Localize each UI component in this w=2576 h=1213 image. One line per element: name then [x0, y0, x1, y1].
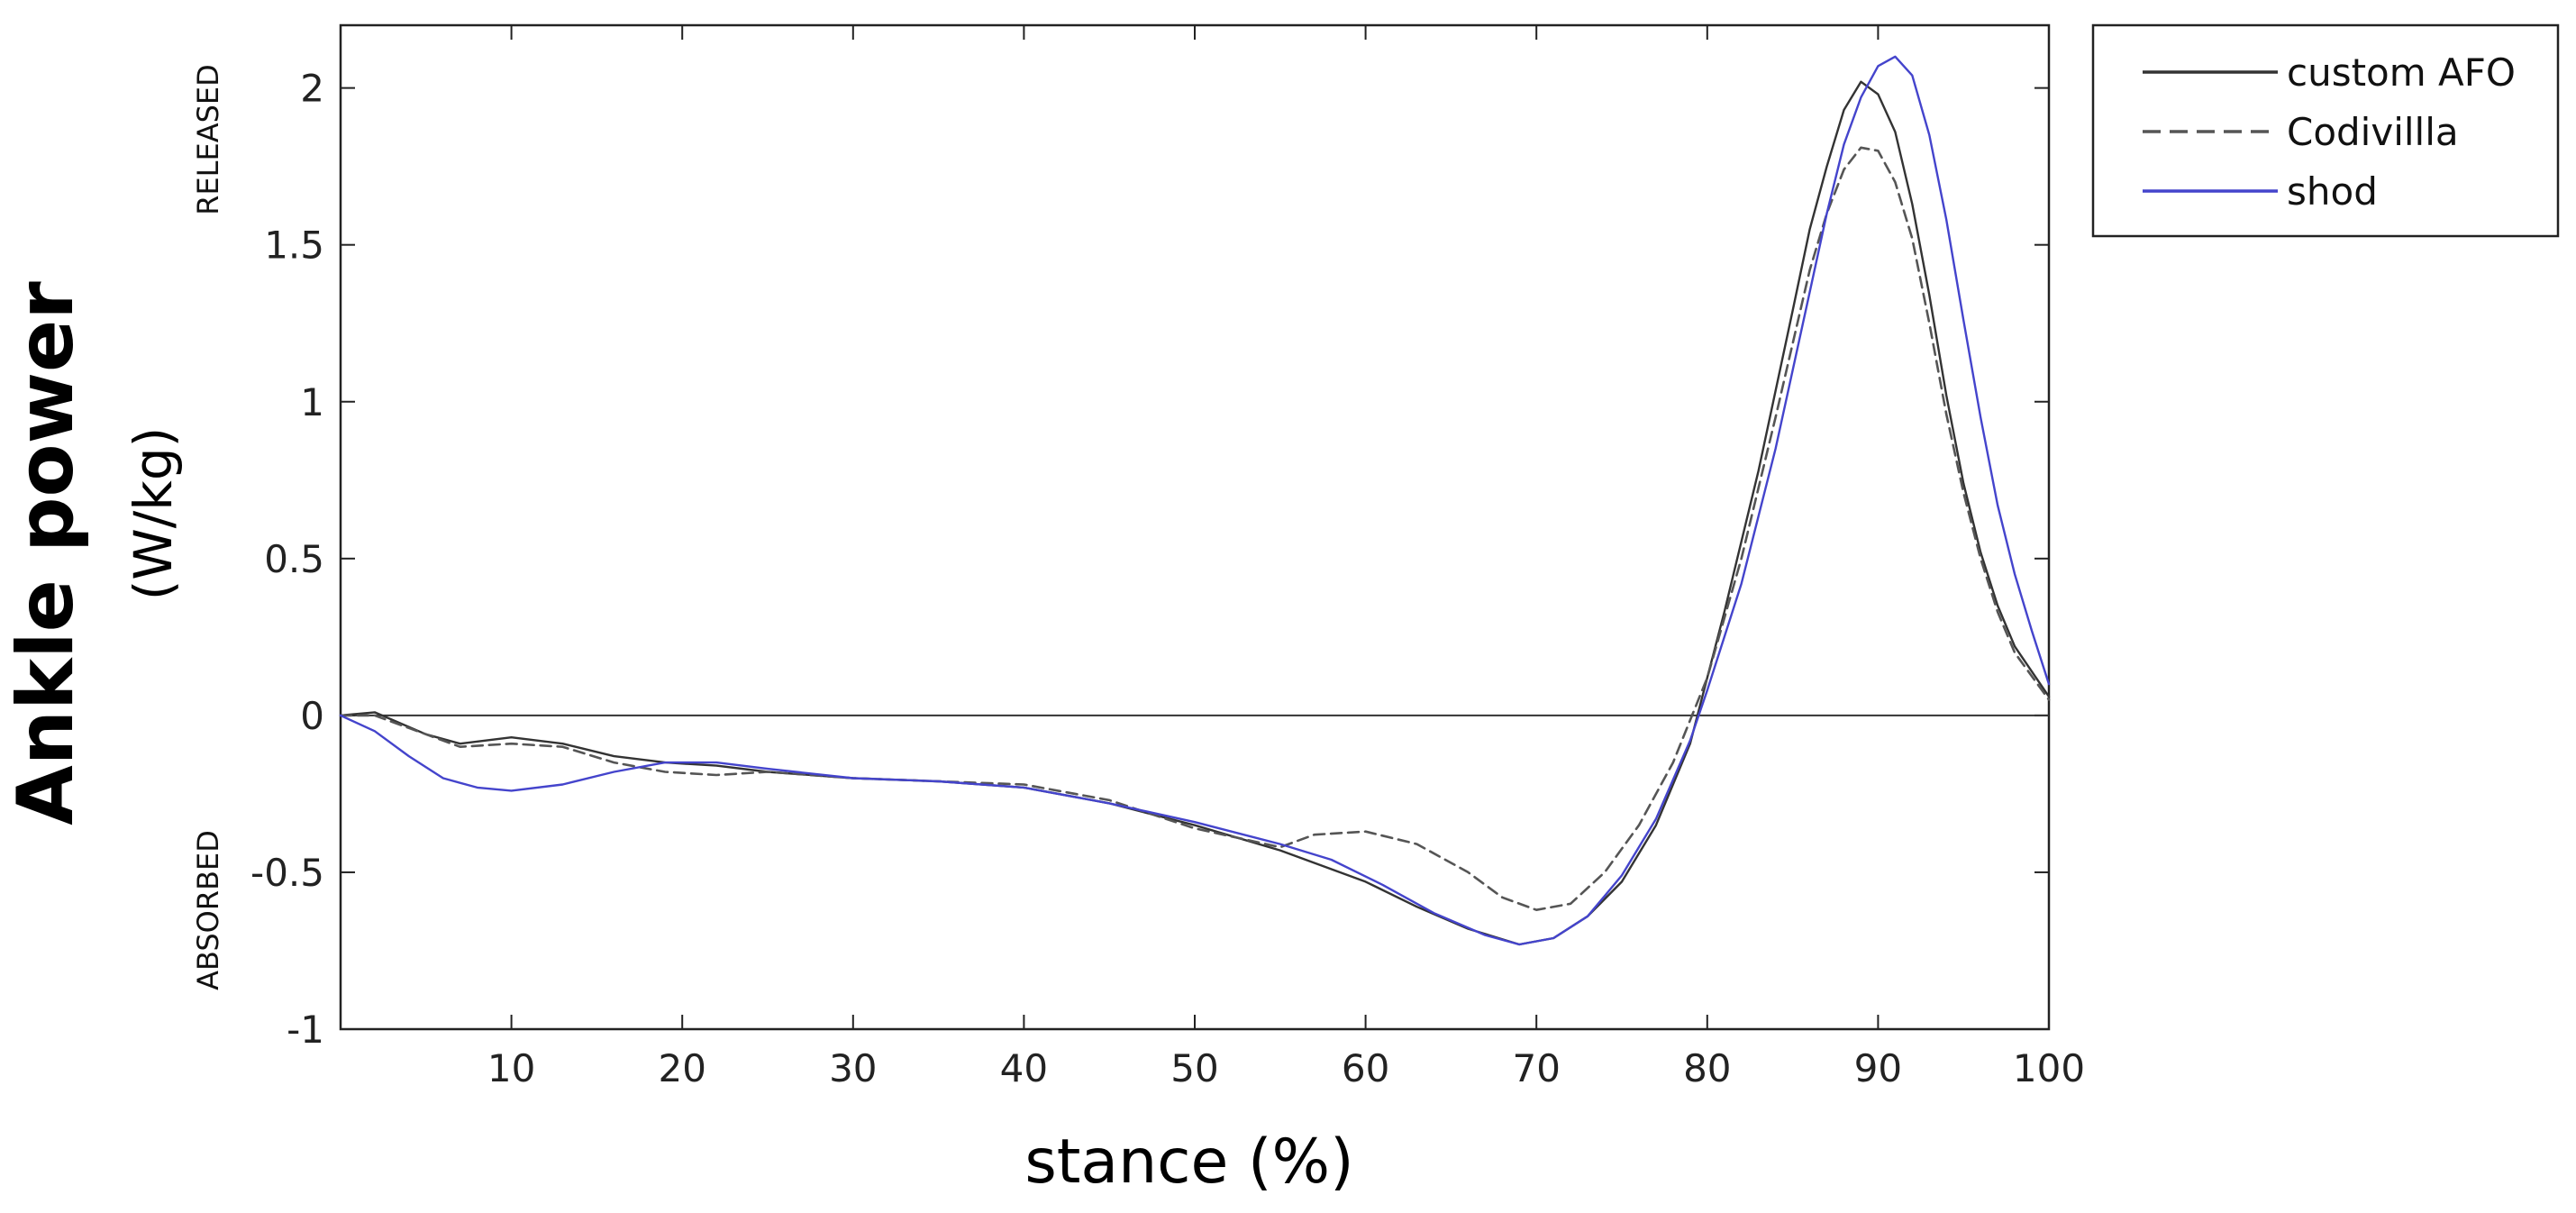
x-axis-title: stance (%) — [1024, 1126, 1353, 1198]
series-line-shod — [339, 55, 2051, 946]
x-tick-label: 20 — [658, 1046, 705, 1090]
y-tick-label: 2 — [300, 67, 324, 111]
x-tick-label: 50 — [1170, 1046, 1218, 1090]
y-axis-title: Ankle power (W/kg) — [1, 281, 184, 825]
y-axis-title-units: (W/kg) — [123, 427, 184, 601]
x-tick-label: 40 — [1000, 1046, 1048, 1090]
legend-label-shod: shod — [2287, 169, 2378, 214]
y-axis-title-main: Ankle power — [1, 281, 91, 825]
series-group — [339, 55, 2051, 946]
legend: custom AFO Codivillla shod — [2143, 50, 2516, 214]
legend-label-codivillla: Codivillla — [2287, 110, 2459, 154]
series-line-custom-afo — [339, 80, 2051, 946]
y-tick-label: -1 — [287, 1008, 324, 1052]
x-tick-label: 60 — [1342, 1046, 1389, 1090]
x-tick-label: 80 — [1683, 1046, 1731, 1090]
x-tick-labels: 10 20 30 40 50 60 70 80 90 100 — [487, 1046, 2085, 1090]
y-tick-labels: -1 -0.5 0 0.5 1 1.5 2 — [250, 67, 324, 1052]
y-tick-label: 0 — [300, 694, 324, 738]
x-tick-label: 10 — [487, 1046, 535, 1090]
y-tick-label: -0.5 — [250, 851, 324, 895]
y-tick-label: 0.5 — [264, 537, 324, 581]
x-tick-label: 90 — [1854, 1046, 1902, 1090]
x-tick-label: 70 — [1512, 1046, 1560, 1090]
released-label: RELEASED — [191, 64, 225, 215]
x-tick-label: 30 — [829, 1046, 877, 1090]
legend-label-custom-afo: custom AFO — [2287, 50, 2516, 95]
x-tick-label: 100 — [2013, 1046, 2085, 1090]
absorbed-label: ABSORBED — [191, 830, 225, 990]
plot-frame — [339, 23, 2051, 1031]
y-tick-label: 1.5 — [264, 223, 324, 268]
series-line-codivillla — [339, 146, 2051, 912]
y-tick-label: 1 — [300, 380, 324, 424]
tick-marks — [341, 25, 2050, 1030]
